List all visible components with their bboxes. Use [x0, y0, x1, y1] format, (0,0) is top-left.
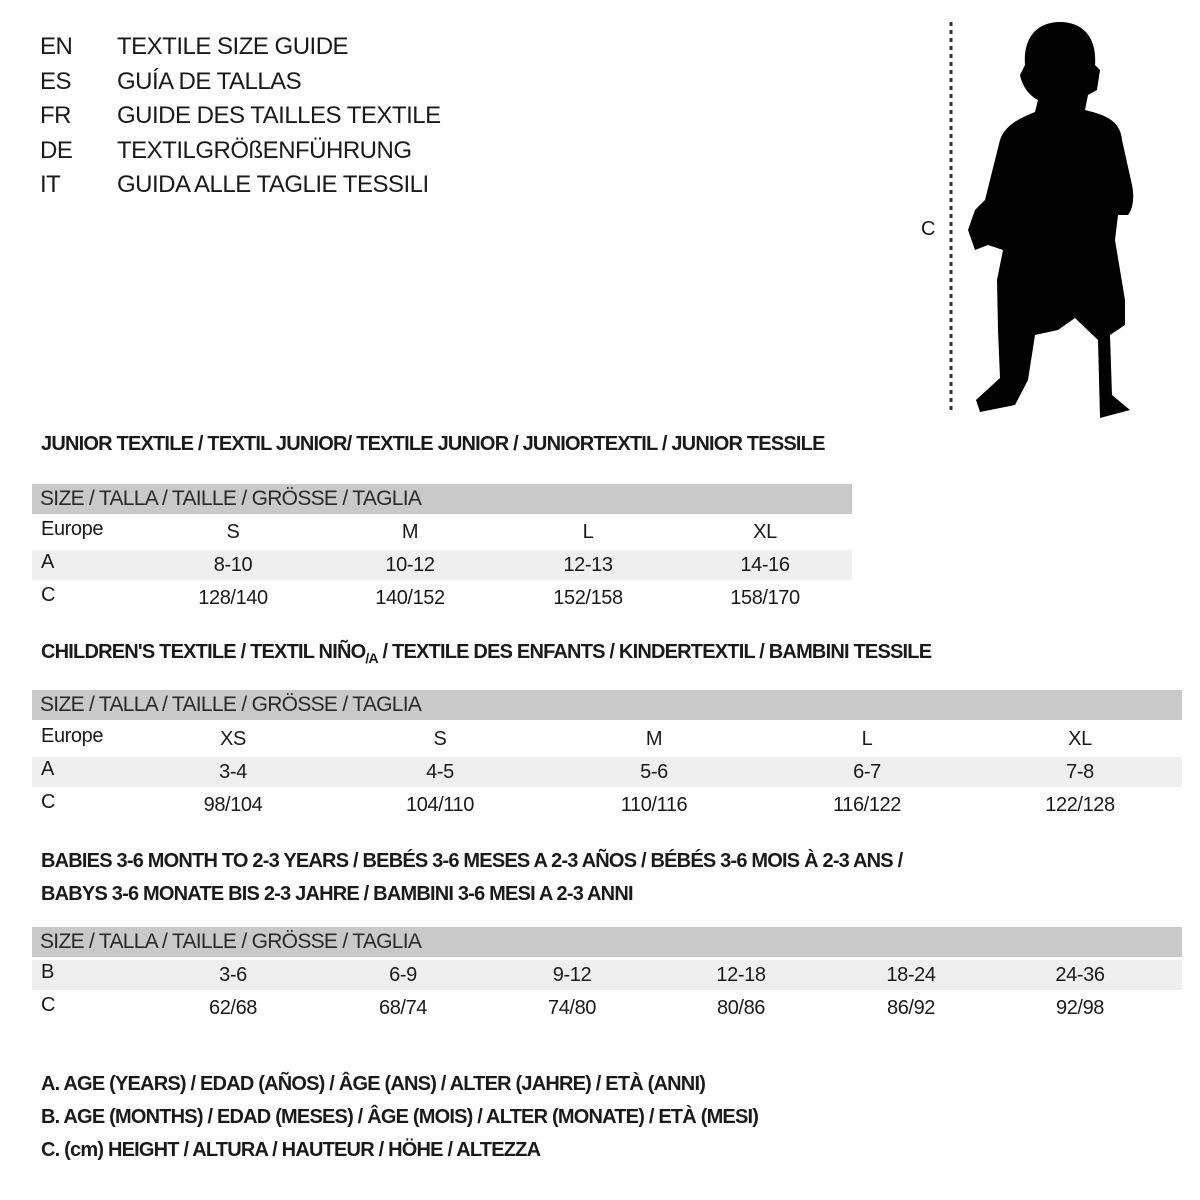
- row-label: A: [41, 758, 54, 780]
- table-cell: 9-12: [552, 964, 592, 986]
- table-cell: 24-36: [1055, 964, 1105, 986]
- lang-code: IT: [40, 171, 61, 198]
- table-cell: 86/92: [886, 997, 936, 1019]
- size-header-label: SIZE / TALLA / TAILLE / GRÖSSE / TAGLIA: [40, 487, 422, 510]
- table-cell: M: [401, 521, 419, 543]
- table-cell: 98/104: [203, 794, 263, 816]
- legend-c: C. (cm) HEIGHT / ALTURA / HAUTEUR / HÖHE…: [41, 1139, 541, 1161]
- table-cell: 12-13: [563, 554, 613, 576]
- table-cell: 104/110: [405, 794, 474, 816]
- lang-code: EN: [40, 33, 73, 60]
- row-label: B: [41, 961, 54, 983]
- table-cell: 18-24: [886, 964, 936, 986]
- row-label: Europe: [41, 518, 104, 540]
- table-cell: 8-10: [213, 554, 253, 576]
- row-label: C: [41, 584, 56, 606]
- table-cell: 10-12: [385, 554, 435, 576]
- babies-row-stripe: [32, 960, 1182, 990]
- title-text: TEXTILGRÖßENFÜHRUNG: [117, 136, 412, 164]
- junior-section-title: JUNIOR TEXTILE / TEXTIL JUNIOR/ TEXTILE …: [41, 433, 825, 455]
- legend-b: B. AGE (MONTHS) / EDAD (MESES) / ÂGE (MO…: [41, 1106, 759, 1128]
- height-label: C: [921, 218, 935, 240]
- children-row-stripe: [32, 757, 1182, 787]
- table-cell: 6-9: [389, 964, 417, 986]
- table-cell: 110/116: [620, 794, 688, 816]
- row-label: Europe: [41, 725, 104, 747]
- row-label: A: [41, 551, 54, 573]
- title-text: GUIDA ALLE TAGLIE TESSILI: [117, 171, 429, 198]
- babies-size-header: SIZE / TALLA / TAILLE / GRÖSSE / TAGLIA: [32, 927, 1182, 957]
- table-cell: 3-4: [219, 761, 247, 783]
- lang-code: ES: [40, 67, 72, 95]
- row-label: C: [41, 791, 56, 813]
- table-cell: 128/140: [198, 587, 268, 609]
- row-label: C: [41, 994, 56, 1016]
- babies-section-title-2: BABYS 3-6 MONATE BIS 2-3 JAHRE / BAMBINI…: [41, 883, 634, 905]
- legend-a: A. AGE (YEARS) / EDAD (AÑOS) / ÂGE (ANS)…: [41, 1073, 706, 1095]
- table-cell: 74/80: [547, 997, 597, 1019]
- table-cell: 3-6: [219, 964, 247, 986]
- table-cell: 68/74: [378, 997, 428, 1019]
- table-cell: 92/98: [1055, 997, 1105, 1019]
- table-cell: L: [861, 728, 873, 750]
- table-cell: 140/152: [375, 587, 445, 609]
- junior-size-header: SIZE / TALLA / TAILLE / GRÖSSE / TAGLIA: [32, 484, 852, 514]
- size-header-label: SIZE / TALLA / TAILLE / GRÖSSE / TAGLIA: [40, 693, 422, 716]
- table-cell: 14-16: [740, 554, 790, 576]
- title-text: GUIDE DES TAILLES TEXTILE: [117, 102, 441, 129]
- table-cell: 158/170: [730, 587, 800, 609]
- table-cell: S: [433, 728, 447, 750]
- child-silhouette-icon: [949, 22, 1134, 418]
- table-cell: XL: [753, 521, 777, 543]
- children-size-header: SIZE / TALLA / TAILLE / GRÖSSE / TAGLIA: [32, 690, 1182, 720]
- size-header-label: SIZE / TALLA / TAILLE / GRÖSSE / TAGLIA: [40, 930, 422, 953]
- table-cell: 7-8: [1066, 761, 1094, 783]
- title-text: GUÍA DE TALLAS: [117, 67, 302, 95]
- table-cell: 4-5: [426, 761, 454, 783]
- table-cell: 62/68: [208, 997, 258, 1019]
- table-cell: 5-6: [640, 761, 668, 783]
- lang-code: FR: [40, 102, 72, 129]
- lang-code: DE: [40, 136, 73, 164]
- junior-row-stripe: [32, 550, 852, 580]
- table-cell: 152/158: [553, 587, 623, 609]
- table-cell: 12-18: [716, 964, 766, 986]
- table-cell: XS: [220, 728, 246, 750]
- table-cell: L: [582, 521, 594, 543]
- child-silhouette: [968, 22, 1134, 418]
- babies-section-title-1: BABIES 3-6 MONTH TO 2-3 YEARS / BEBÉS 3-…: [41, 850, 903, 872]
- title-text: TEXTILE SIZE GUIDE: [117, 33, 349, 60]
- table-cell: 6-7: [853, 761, 881, 783]
- table-cell: S: [226, 521, 240, 543]
- children-section-title: CHILDREN'S TEXTILE / TEXTIL NIÑO/A / TEX…: [41, 641, 932, 666]
- table-cell: 122/128: [1045, 794, 1115, 816]
- table-cell: M: [645, 728, 663, 750]
- table-cell: XL: [1068, 728, 1092, 750]
- table-cell: 116/122: [832, 794, 901, 816]
- table-cell: 80/86: [716, 997, 766, 1019]
